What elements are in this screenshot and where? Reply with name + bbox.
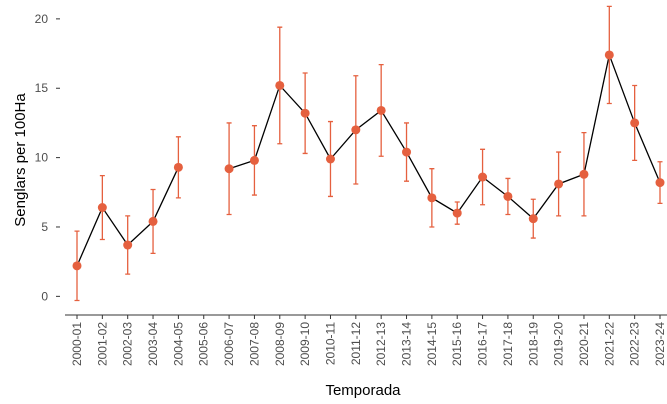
x-tick-label: 2022-23 bbox=[628, 322, 642, 366]
y-tick-label: 15 bbox=[35, 81, 49, 95]
x-tick-label: 2002-03 bbox=[121, 322, 135, 366]
x-tick-label: 2001-02 bbox=[95, 322, 109, 366]
point bbox=[452, 208, 462, 218]
point bbox=[478, 172, 488, 182]
y-tick-label: 5 bbox=[41, 220, 48, 234]
x-tick-label: 2010-11 bbox=[323, 322, 337, 365]
point bbox=[427, 193, 437, 203]
point bbox=[72, 261, 82, 271]
point bbox=[402, 147, 412, 157]
y-axis-title: Senglars per 100Ha bbox=[12, 93, 29, 227]
x-axis-title: Temporada bbox=[325, 382, 401, 399]
x-tick-label: 2003-04 bbox=[146, 322, 160, 366]
point bbox=[300, 108, 310, 118]
point bbox=[604, 50, 614, 60]
y-tick-label: 0 bbox=[41, 289, 48, 303]
point bbox=[503, 191, 513, 201]
x-tick-label: 2020-21 bbox=[577, 322, 591, 366]
point bbox=[325, 154, 335, 164]
point bbox=[224, 164, 234, 174]
line bbox=[76, 52, 661, 267]
x-tick-label: 2021-22 bbox=[602, 322, 616, 366]
x-tick-label: 2004-05 bbox=[171, 322, 185, 366]
point bbox=[554, 179, 564, 189]
point bbox=[630, 118, 640, 128]
x-tick-label: 2017-18 bbox=[501, 322, 515, 366]
x-tick-label: 2016-17 bbox=[476, 322, 490, 366]
point bbox=[579, 169, 589, 179]
x-tick-label: 2018-19 bbox=[526, 322, 540, 366]
x-tick-label: 2007-08 bbox=[247, 322, 261, 366]
point bbox=[123, 240, 133, 250]
x-tick-label: 2013-14 bbox=[400, 322, 414, 366]
point bbox=[376, 105, 386, 115]
x-tick-label: 2005-06 bbox=[197, 322, 211, 366]
x-tick-label: 2011-12 bbox=[349, 322, 363, 365]
x-tick-label: 2023-24 bbox=[653, 322, 667, 366]
x-tick-label: 2008-09 bbox=[273, 322, 287, 366]
point bbox=[148, 216, 158, 226]
x-tick-label: 2015-16 bbox=[450, 322, 464, 366]
x-tick-label: 2006-07 bbox=[222, 322, 236, 366]
point bbox=[249, 155, 259, 165]
point bbox=[351, 125, 361, 135]
x-tick-label: 2014-15 bbox=[425, 322, 439, 366]
point bbox=[173, 162, 183, 172]
point bbox=[97, 203, 107, 213]
point bbox=[528, 214, 538, 224]
point bbox=[275, 80, 285, 90]
x-tick-label: 2000-01 bbox=[70, 322, 84, 366]
x-tick-label: 2012-13 bbox=[374, 322, 388, 366]
y-tick-label: 10 bbox=[35, 151, 49, 165]
x-tick-label: 2019-20 bbox=[552, 322, 566, 366]
y-tick-label: 20 bbox=[35, 12, 49, 26]
point bbox=[655, 178, 665, 188]
x-tick-label: 2009-10 bbox=[298, 322, 312, 366]
